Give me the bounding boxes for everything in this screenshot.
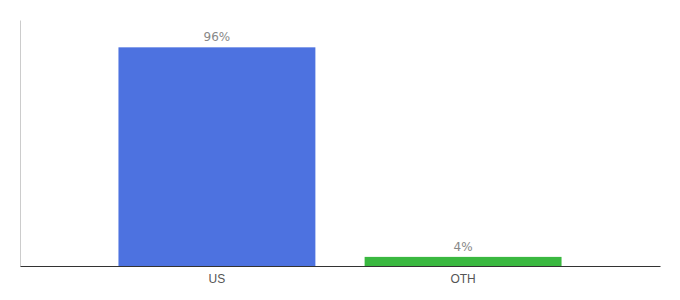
x-axis-line xyxy=(21,266,661,267)
y-axis-line xyxy=(20,21,21,267)
x-axis: US OTH xyxy=(21,266,661,286)
chart: US OTH 96% 4% xyxy=(0,0,680,300)
x-tick: US xyxy=(209,266,226,286)
bars xyxy=(118,47,561,266)
data-label: 96% xyxy=(204,30,231,44)
x-tick-label: US xyxy=(209,272,226,286)
y-axis xyxy=(20,21,21,267)
plot-area: US OTH 96% 4% xyxy=(21,21,661,286)
data-label: 4% xyxy=(454,240,473,254)
x-tick: OTH xyxy=(450,266,475,286)
x-tick-label: OTH xyxy=(450,272,475,286)
data-labels: 96% 4% xyxy=(204,30,473,254)
bar xyxy=(118,47,315,266)
bar xyxy=(365,257,562,266)
